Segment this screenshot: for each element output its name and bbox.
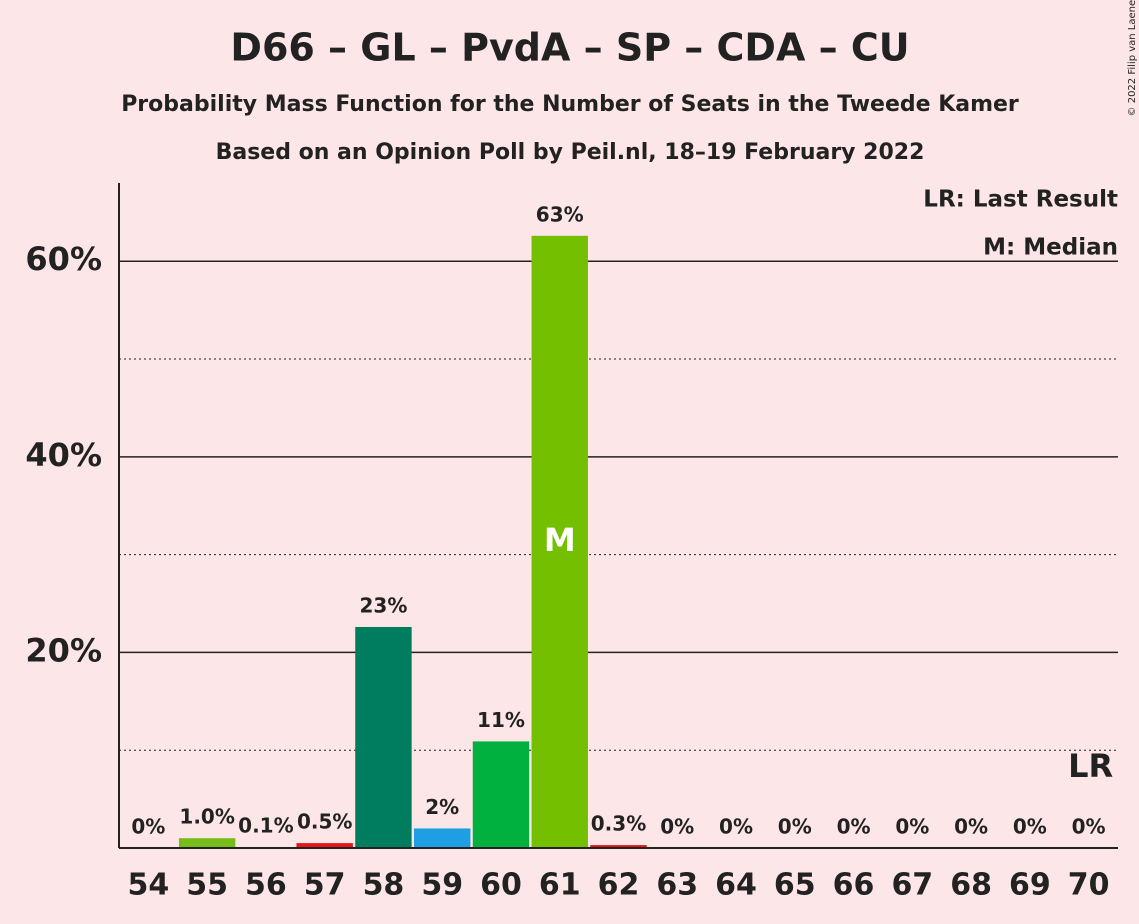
x-tick-label: 67: [891, 868, 933, 903]
y-tick-label: 40%: [25, 436, 102, 474]
bar: [472, 741, 530, 848]
x-tick-label: 66: [833, 868, 875, 903]
value-label: 0%: [778, 815, 812, 839]
bar: [590, 845, 647, 848]
value-label: 1.0%: [179, 805, 234, 829]
x-tick-label: 64: [715, 868, 757, 903]
median-marker: M: [544, 521, 576, 559]
x-tick-label: 63: [656, 868, 698, 903]
x-tick-label: 57: [304, 868, 346, 903]
legend-entry: M: Median: [983, 235, 1118, 261]
source-line: Based on an Opinion Poll by Peil.nl, 18–…: [216, 140, 925, 165]
copyright: © 2022 Filip van Laenen: [1127, 0, 1138, 116]
x-tick-label: 70: [1068, 868, 1110, 903]
chart-title: D66 – GL – PvdA – SP – CDA – CU: [230, 26, 909, 70]
value-label: 0%: [660, 815, 694, 839]
x-tick-label: 61: [539, 868, 581, 903]
x-tick-label: 56: [245, 868, 287, 903]
last-result-marker: LR: [1068, 747, 1113, 785]
value-label: 63%: [536, 202, 584, 226]
value-label: 0%: [837, 815, 871, 839]
value-label: 11%: [477, 708, 525, 732]
x-tick-label: 65: [774, 868, 816, 903]
x-tick-label: 55: [186, 868, 228, 903]
value-label: 0%: [719, 815, 753, 839]
bar: [178, 838, 236, 848]
y-tick-label: 60%: [25, 240, 102, 278]
x-tick-label: 54: [128, 868, 170, 903]
x-tick-label: 69: [1009, 868, 1051, 903]
value-label: 0%: [1072, 815, 1106, 839]
x-tick-label: 68: [950, 868, 992, 903]
bar: [296, 843, 353, 848]
bar: [531, 235, 588, 848]
bar: [355, 626, 412, 848]
x-tick-label: 60: [480, 868, 522, 903]
value-label: 0.1%: [238, 814, 293, 838]
value-label: 0%: [954, 815, 988, 839]
value-label: 0%: [131, 815, 165, 839]
chart-subtitle: Probability Mass Function for the Number…: [121, 92, 1019, 117]
value-label: 0%: [1013, 815, 1047, 839]
x-tick-label: 59: [421, 868, 463, 903]
value-label: 0.5%: [297, 810, 352, 834]
value-label: 0%: [895, 815, 929, 839]
bar: [413, 828, 471, 848]
x-tick-label: 62: [598, 868, 640, 903]
value-label: 23%: [360, 593, 408, 617]
y-tick-label: 20%: [25, 631, 102, 669]
x-tick-label: 58: [363, 868, 405, 903]
legend-entry: LR: Last Result: [923, 187, 1118, 213]
value-label: 0.3%: [591, 812, 646, 836]
value-label: 2%: [425, 795, 459, 819]
